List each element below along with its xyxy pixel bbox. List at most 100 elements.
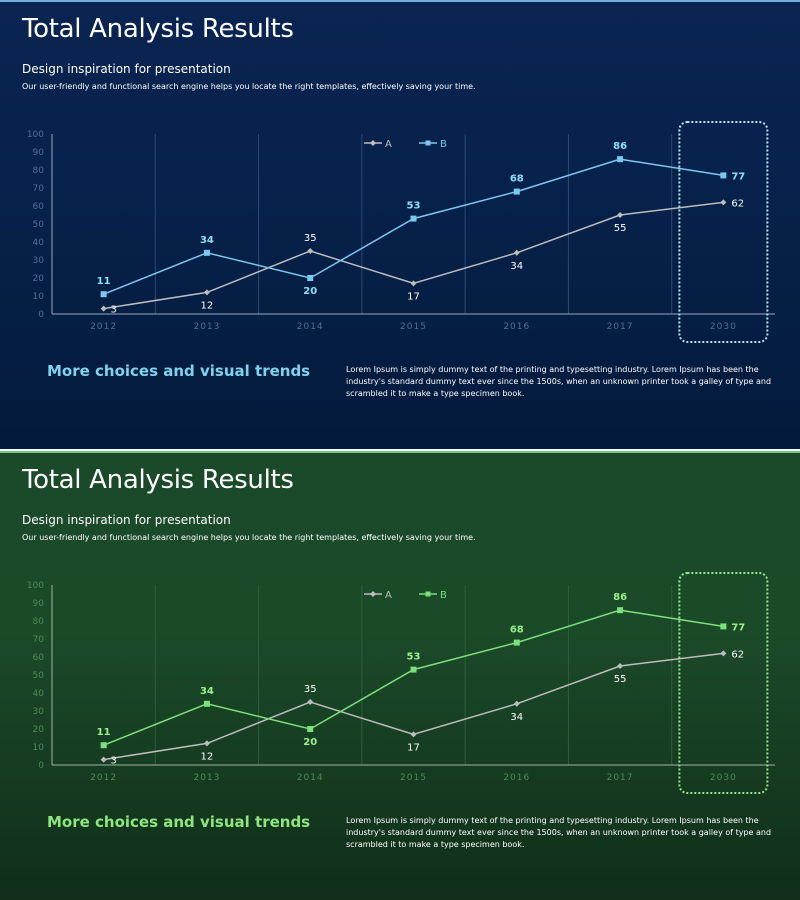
y-tick-label: 20 [33, 725, 45, 735]
legend-label-b: B [440, 139, 447, 150]
point-marker [307, 275, 314, 281]
x-tick-label: 2016 [503, 773, 530, 783]
y-tick-label: 20 [33, 274, 45, 284]
y-tick-label: 100 [27, 581, 44, 591]
body-text: Lorem Ipsum is simply dummy text of the … [346, 365, 772, 398]
x-tick-label: 2017 [607, 773, 634, 783]
y-tick-label: 70 [33, 184, 45, 194]
legend-marker [370, 140, 376, 146]
data-label: 17 [407, 291, 420, 302]
data-label: 34 [510, 712, 523, 723]
data-label: 62 [731, 649, 744, 660]
x-tick-label: 2015 [400, 322, 427, 332]
point-marker [513, 700, 520, 707]
data-label: 86 [613, 141, 627, 152]
point-marker [203, 740, 210, 747]
data-label: 11 [97, 727, 111, 738]
data-label: 34 [200, 686, 214, 697]
slide-subtitle: Design inspiration for presentation [22, 62, 231, 76]
point-marker [513, 249, 520, 256]
y-tick-label: 40 [33, 689, 45, 699]
point-marker [307, 248, 314, 254]
point-marker [720, 199, 727, 206]
y-tick-label: 100 [27, 130, 44, 140]
y-tick-label: 90 [33, 148, 45, 158]
data-label: 3 [110, 756, 116, 767]
data-label: 12 [201, 300, 214, 311]
slide-blue: Total Analysis Results Design inspiratio… [0, 0, 800, 449]
point-marker [617, 607, 624, 614]
data-label: 34 [200, 235, 214, 246]
point-marker [617, 212, 624, 218]
point-marker [100, 742, 107, 749]
body-text: Lorem Ipsum is simply dummy text of the … [346, 816, 772, 849]
point-marker [203, 700, 210, 707]
data-label: 20 [303, 737, 317, 748]
point-marker [410, 666, 417, 673]
x-tick-label: 2017 [607, 322, 634, 332]
legend-marker [370, 591, 376, 597]
slide-title: Total Analysis Results [22, 465, 294, 495]
legend-label-a: A [385, 590, 392, 601]
point-marker [617, 663, 624, 669]
data-label: 53 [407, 201, 421, 212]
slide-title: Total Analysis Results [22, 14, 294, 44]
x-tick-label: 2030 [710, 322, 737, 332]
legend-marker [425, 140, 431, 146]
data-label: 55 [614, 223, 627, 234]
data-label: 34 [510, 261, 523, 272]
point-marker [410, 215, 417, 222]
data-label: 3 [110, 305, 116, 316]
x-tick-label: 2015 [400, 773, 427, 783]
data-label: 53 [407, 652, 421, 663]
data-label: 12 [201, 751, 214, 762]
y-tick-label: 70 [33, 635, 45, 645]
point-marker [203, 249, 210, 256]
data-label: 68 [510, 625, 524, 636]
y-tick-label: 10 [33, 292, 45, 302]
y-tick-label: 10 [33, 743, 45, 753]
point-marker [307, 699, 314, 705]
x-tick-label: 2013 [193, 322, 220, 332]
data-label: 11 [97, 276, 111, 287]
legend-label-b: B [440, 590, 447, 601]
y-tick-label: 30 [33, 707, 45, 717]
series-line-b [103, 609, 724, 746]
highlight-box [678, 121, 769, 343]
x-tick-label: 2014 [297, 773, 324, 783]
y-tick-label: 60 [33, 202, 45, 212]
point-marker [100, 305, 107, 312]
point-marker [410, 731, 417, 738]
x-tick-label: 2030 [710, 773, 737, 783]
point-marker [100, 756, 107, 763]
data-label: 55 [614, 674, 627, 685]
point-marker [203, 289, 210, 296]
point-marker [617, 156, 624, 163]
legend-label-a: A [385, 139, 392, 150]
point-marker [513, 639, 520, 646]
slide-description: Our user-friendly and functional search … [22, 82, 476, 91]
point-marker [720, 623, 727, 630]
legend-marker [425, 591, 431, 597]
y-tick-label: 80 [33, 166, 45, 176]
y-tick-label: 30 [33, 256, 45, 266]
data-label: 86 [613, 592, 627, 603]
slide-green: Total Analysis Results Design inspiratio… [0, 451, 800, 900]
y-tick-label: 40 [33, 238, 45, 248]
x-tick-label: 2014 [297, 322, 324, 332]
y-tick-label: 50 [33, 220, 45, 230]
trend-heading: More choices and visual trends [47, 813, 311, 831]
point-marker [513, 188, 520, 195]
point-marker [720, 650, 727, 657]
slide-description: Our user-friendly and functional search … [22, 533, 476, 542]
data-label: 17 [407, 742, 420, 753]
point-marker [720, 172, 727, 179]
point-marker [410, 280, 417, 287]
x-tick-label: 2012 [90, 322, 117, 332]
y-tick-label: 90 [33, 599, 45, 609]
data-label: 35 [304, 233, 317, 244]
y-tick-label: 0 [38, 761, 44, 771]
trend-heading: More choices and visual trends [47, 362, 311, 380]
